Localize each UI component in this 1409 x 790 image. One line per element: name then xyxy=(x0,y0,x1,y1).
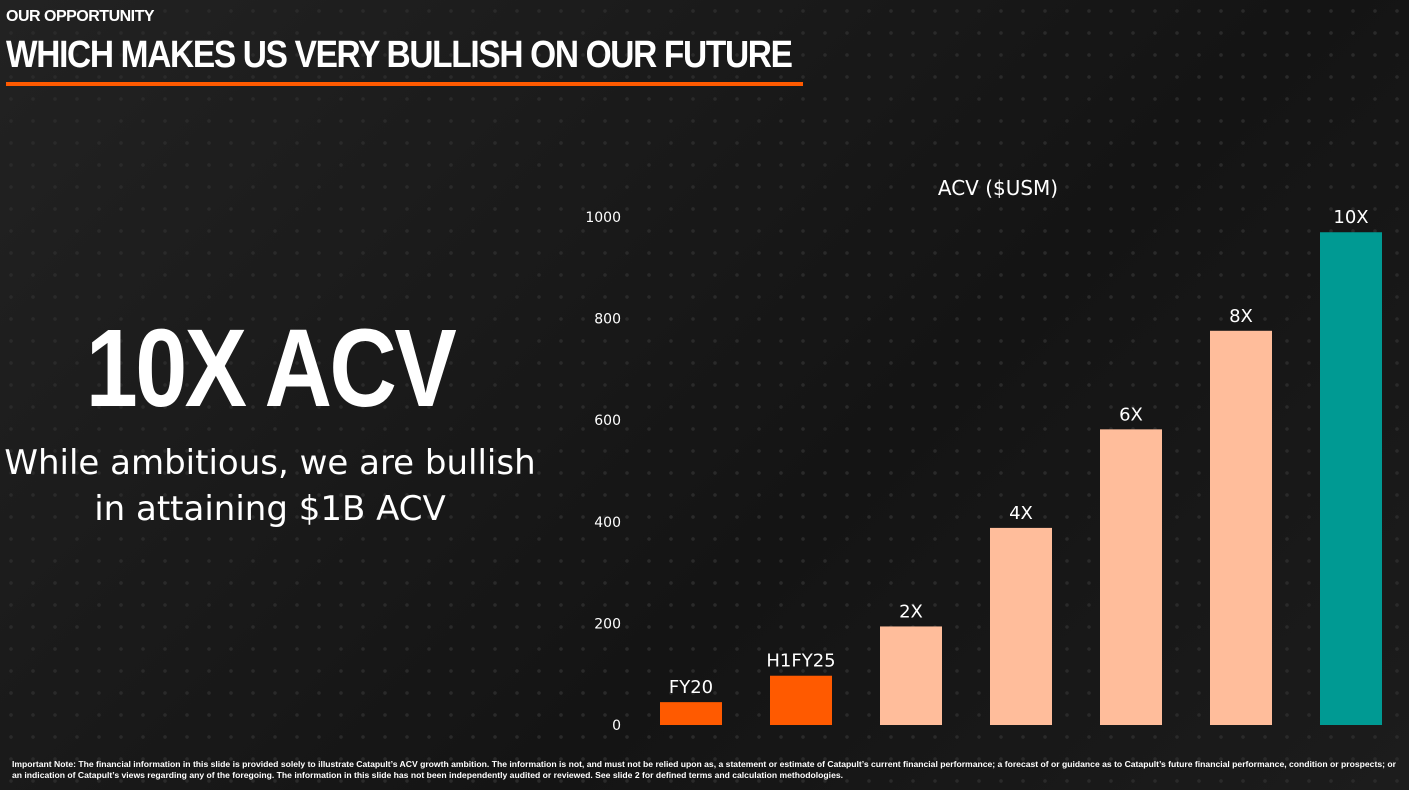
section-kicker: OUR OPPORTUNITY xyxy=(6,8,155,25)
page-title: WHICH MAKES US VERY BULLISH ON OUR FUTUR… xyxy=(6,34,793,76)
bar-2x xyxy=(880,626,942,725)
hero-headline: 10X ACV xyxy=(85,307,457,430)
title-underline xyxy=(6,82,803,86)
bar-10x xyxy=(1320,232,1382,726)
bar-label: 8X xyxy=(1229,306,1253,327)
y-tick-label: 0 xyxy=(612,718,621,734)
bar-label: FY20 xyxy=(669,677,713,698)
bar-label: 6X xyxy=(1119,404,1143,425)
bar-6x xyxy=(1100,429,1162,725)
important-note: Important Note: The financial informatio… xyxy=(12,759,1396,780)
chart-title: ACV ($USM) xyxy=(938,176,1058,200)
hero-subtitle: While ambitious, we are bullish in attai… xyxy=(4,443,536,529)
bar-8x xyxy=(1210,330,1272,725)
bar-4x xyxy=(990,527,1052,725)
bar-label: 10X xyxy=(1333,207,1368,228)
bar-label: 2X xyxy=(899,601,923,622)
y-tick-label: 1000 xyxy=(585,210,621,226)
y-tick-label: 600 xyxy=(594,413,621,429)
y-tick-label: 400 xyxy=(594,515,621,531)
bar-h1fy25 xyxy=(770,675,832,725)
bar-label: 4X xyxy=(1009,503,1033,524)
bar-label: H1FY25 xyxy=(766,651,835,672)
y-tick-label: 200 xyxy=(594,616,621,632)
bar-fy20 xyxy=(660,702,722,725)
y-tick-label: 800 xyxy=(594,312,621,328)
